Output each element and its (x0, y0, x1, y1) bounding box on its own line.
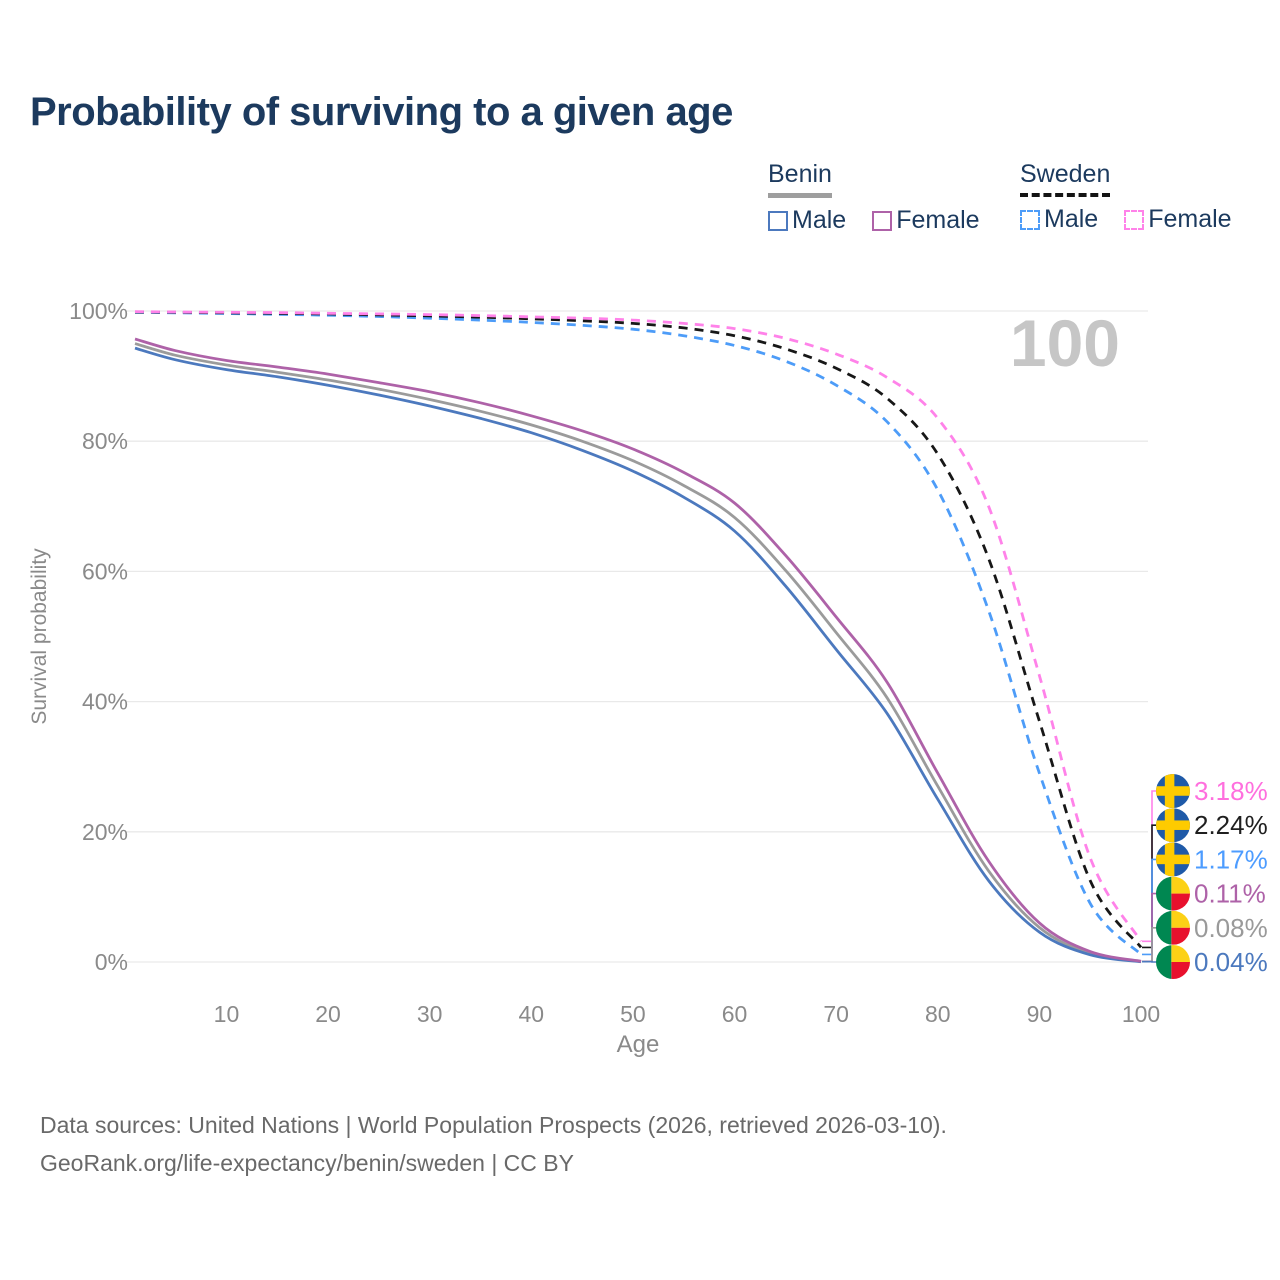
legend-item-benin-female[interactable]: Female (872, 206, 980, 235)
x-tick-label-70: 70 (823, 1001, 849, 1027)
curve-sweden-male[interactable] (134, 310, 1142, 956)
legend-group-benin: Benin Male Female (768, 160, 980, 235)
y-tick-label-0: 0% (95, 949, 128, 975)
x-tick-label-100: 100 (1122, 1001, 1160, 1027)
sweden-flag-icon (1156, 774, 1190, 808)
end-label-sweden-male: 1.17% (1142, 842, 1268, 956)
sweden-male-swatch-icon (1020, 209, 1040, 230)
x-tick-label-10: 10 (214, 1001, 240, 1027)
end-label-connector (1142, 824, 1157, 949)
y-tick-label-80: 80% (82, 428, 128, 454)
y-tick-label-40: 40% (82, 689, 128, 715)
end-label-value: 0.04% (1194, 947, 1268, 977)
benin-flag-icon (1156, 876, 1190, 911)
legend-item-benin-male[interactable]: Male (768, 206, 846, 235)
x-tick-label-40: 40 (519, 1001, 545, 1027)
end-label-benin-both: 0.08% (1142, 910, 1268, 963)
end-label-connector (1142, 790, 1157, 943)
sweden-flag-icon (1156, 808, 1190, 843)
y-tick-label-100: 100% (69, 298, 128, 324)
legend-item-label: Male (1044, 205, 1099, 233)
curve-benin-both[interactable] (134, 342, 1142, 963)
end-label-value: 1.17% (1194, 844, 1268, 874)
end-label-value: 0.11% (1194, 879, 1266, 909)
legend-item-label: Female (1148, 205, 1232, 233)
x-tick-label-60: 60 (722, 1001, 748, 1027)
sweden-flag-icon (1156, 842, 1190, 877)
footer-data-sources: Data sources: United Nations | World Pop… (40, 1112, 947, 1138)
x-tick-label-90: 90 (1027, 1001, 1053, 1027)
benin-male-swatch-icon (768, 210, 788, 231)
benin-flag-icon (1156, 910, 1190, 945)
y-axis-label: Survival probability (28, 548, 51, 725)
page-title: Probability of surviving to a given age (30, 90, 733, 134)
x-tick-label-30: 30 (417, 1001, 443, 1027)
curve-benin-male[interactable] (134, 346, 1142, 964)
x-tick-label-50: 50 (620, 1001, 646, 1027)
benin-flag-icon (1156, 945, 1190, 979)
legend-group-sweden: Sweden Male Female (1020, 160, 1232, 234)
curve-sweden-both[interactable] (134, 310, 1143, 949)
legend: Benin Male Female Sweden Male (0, 160, 1280, 250)
footer: Data sources: United Nations | World Pop… (40, 1106, 947, 1182)
x-tick-label-20: 20 (315, 1001, 341, 1027)
end-label-connector (1142, 858, 1157, 956)
benin-female-swatch-icon (872, 210, 893, 231)
sweden-female-swatch-icon (1124, 209, 1145, 230)
curve-sweden-female[interactable] (134, 310, 1143, 943)
footer-attribution: GeoRank.org/life-expectancy/benin/sweden… (40, 1150, 574, 1176)
hover-age-indicator: 100 (1010, 306, 1120, 380)
end-label-benin-male: 0.04% (1142, 945, 1268, 979)
legend-sweden-header[interactable]: Sweden (1020, 160, 1111, 197)
legend-benin-header[interactable]: Benin (768, 160, 832, 198)
end-label-value: 3.18% (1194, 776, 1268, 806)
end-label-value: 2.24% (1194, 810, 1268, 840)
y-tick-label-60: 60% (82, 558, 128, 584)
legend-item-label: Female (896, 206, 980, 234)
legend-item-sweden-female[interactable]: Female (1124, 205, 1232, 234)
x-tick-label-80: 80 (925, 1001, 951, 1027)
end-label-value: 0.08% (1194, 913, 1268, 943)
legend-item-sweden-male[interactable]: Male (1020, 205, 1098, 234)
y-tick-label-20: 20% (82, 819, 128, 845)
x-axis-label: Age (617, 1031, 660, 1058)
end-label-connector (1142, 927, 1157, 963)
legend-item-label: Male (792, 206, 847, 234)
end-label-sweden-female: 3.18% (1142, 774, 1268, 943)
curve-benin-female[interactable] (134, 337, 1142, 963)
